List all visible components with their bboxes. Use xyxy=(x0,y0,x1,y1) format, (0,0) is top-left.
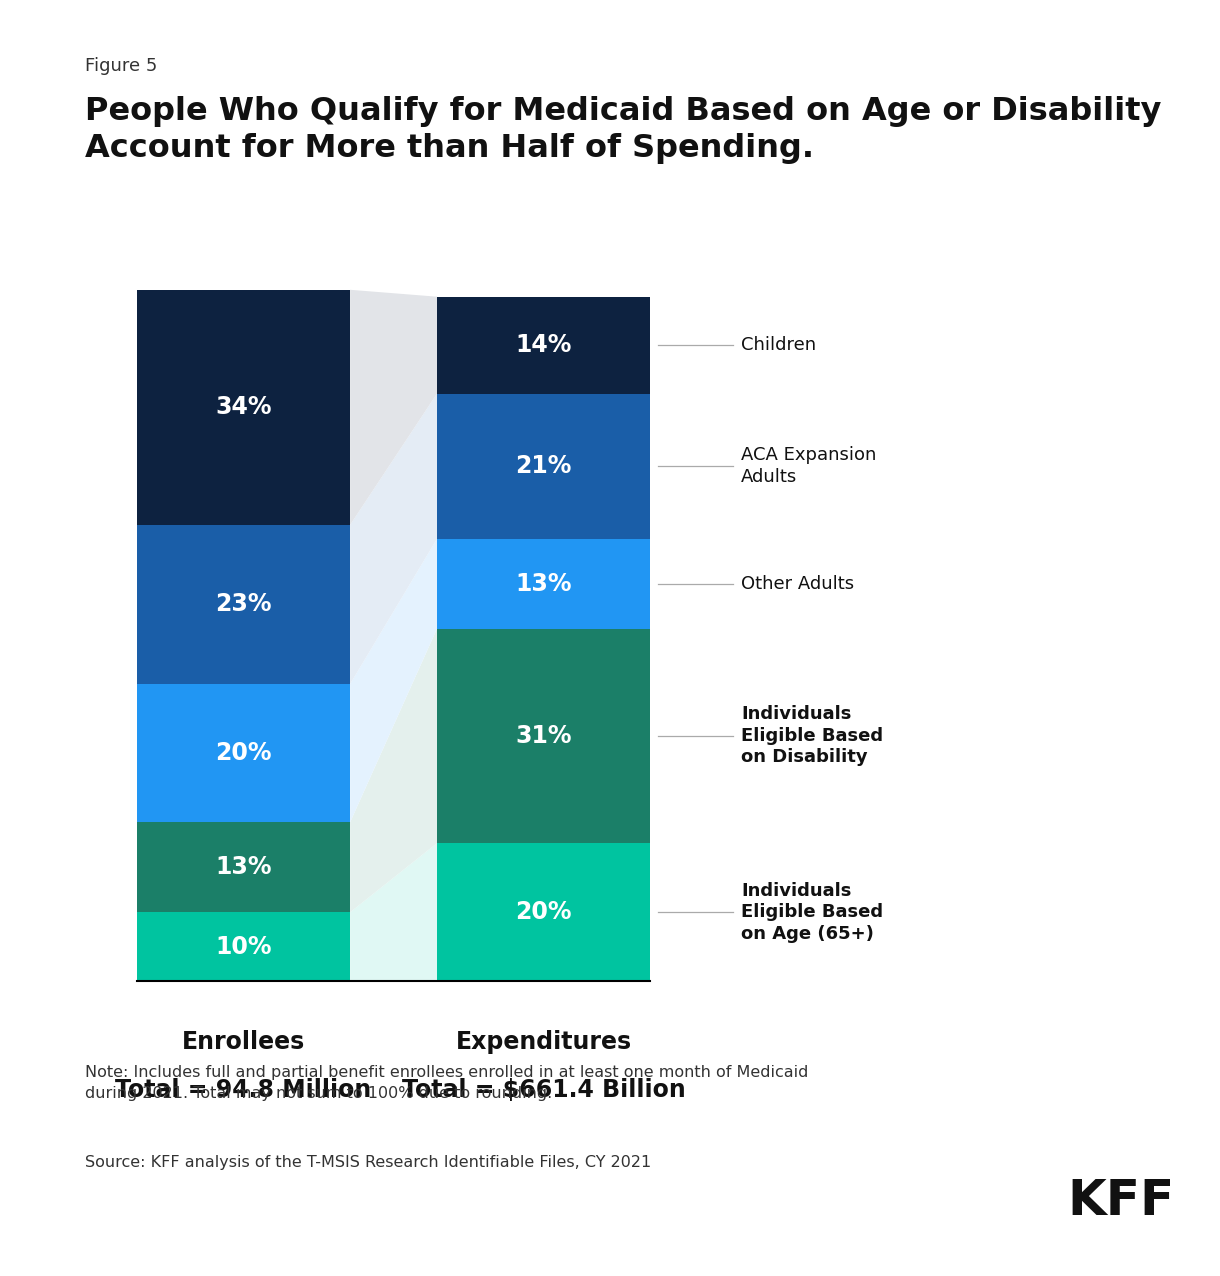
Text: Other Adults: Other Adults xyxy=(742,574,854,593)
Polygon shape xyxy=(350,393,437,684)
Bar xyxy=(137,290,350,524)
Text: 21%: 21% xyxy=(516,454,572,478)
Bar xyxy=(137,912,350,981)
Text: 10%: 10% xyxy=(215,935,272,958)
Text: 13%: 13% xyxy=(215,855,272,879)
Bar xyxy=(437,629,650,843)
Bar xyxy=(137,822,350,912)
Text: 13%: 13% xyxy=(515,572,572,596)
Text: ACA Expansion
Adults: ACA Expansion Adults xyxy=(742,447,876,486)
Text: Individuals
Eligible Based
on Disability: Individuals Eligible Based on Disability xyxy=(742,706,883,767)
Text: Total = $661.4 Billion: Total = $661.4 Billion xyxy=(401,1078,686,1102)
Polygon shape xyxy=(350,290,437,524)
Bar xyxy=(137,524,350,684)
Text: KFF: KFF xyxy=(1068,1176,1175,1225)
Bar xyxy=(437,393,650,538)
Bar xyxy=(437,843,650,981)
Text: Source: KFF analysis of the T-MSIS Research Identifiable Files, CY 2021: Source: KFF analysis of the T-MSIS Resea… xyxy=(85,1155,651,1170)
Text: 14%: 14% xyxy=(516,333,572,357)
Text: People Who Qualify for Medicaid Based on Age or Disability
Account for More than: People Who Qualify for Medicaid Based on… xyxy=(85,96,1161,163)
Bar xyxy=(137,684,350,822)
Text: 31%: 31% xyxy=(515,723,572,748)
Text: Total = 94.8 Million: Total = 94.8 Million xyxy=(116,1078,372,1102)
Text: Children: Children xyxy=(742,336,816,355)
Bar xyxy=(437,538,650,629)
Text: 23%: 23% xyxy=(215,592,272,616)
Polygon shape xyxy=(350,629,437,912)
Text: 20%: 20% xyxy=(215,741,272,766)
Text: Expenditures: Expenditures xyxy=(455,1030,632,1054)
Text: Note: Includes full and partial benefit enrollees enrolled in at least one month: Note: Includes full and partial benefit … xyxy=(85,1065,809,1101)
Text: 34%: 34% xyxy=(215,396,272,420)
Polygon shape xyxy=(350,843,437,981)
Text: 20%: 20% xyxy=(515,901,572,924)
Text: Figure 5: Figure 5 xyxy=(85,57,157,75)
Bar xyxy=(437,297,650,393)
Polygon shape xyxy=(350,538,437,822)
Text: Individuals
Eligible Based
on Age (65+): Individuals Eligible Based on Age (65+) xyxy=(742,882,883,943)
Text: Enrollees: Enrollees xyxy=(182,1030,305,1054)
